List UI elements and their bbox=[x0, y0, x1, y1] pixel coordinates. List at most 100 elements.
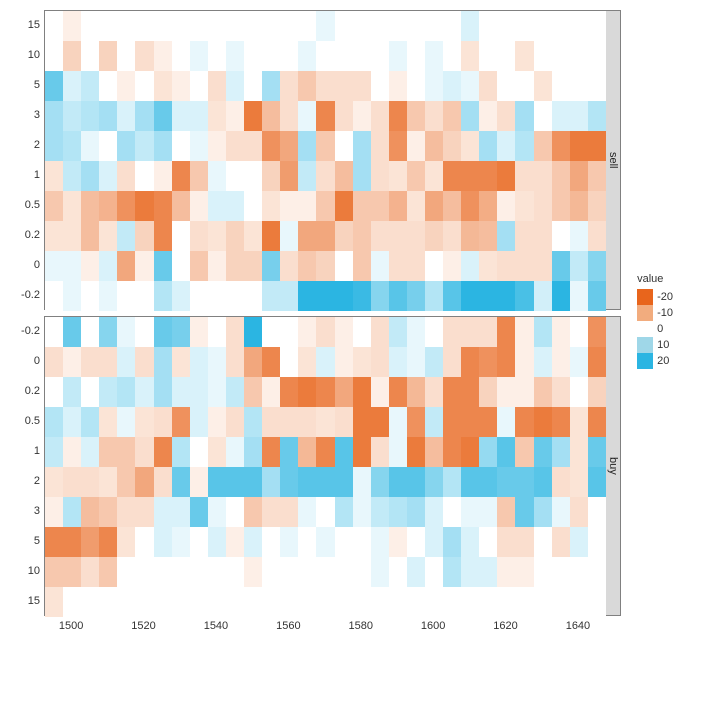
heatmap-cell bbox=[515, 347, 533, 377]
panel-row: 151053210.50.20-0.2sell bbox=[10, 10, 621, 310]
heatmap-cell bbox=[588, 437, 606, 467]
heatmap-cell bbox=[172, 281, 190, 311]
heatmap-cell bbox=[190, 191, 208, 221]
heatmap-cell bbox=[316, 221, 334, 251]
heatmap-cell bbox=[81, 407, 99, 437]
heatmap-cell bbox=[515, 557, 533, 587]
heatmap-cell bbox=[280, 407, 298, 437]
heatmap-cell bbox=[407, 281, 425, 311]
heatmap-cell bbox=[443, 101, 461, 131]
heatmap-cell bbox=[570, 437, 588, 467]
heatmap-cell bbox=[407, 191, 425, 221]
y-tick: 15 bbox=[10, 10, 40, 40]
heatmap-cell bbox=[497, 407, 515, 437]
heatmap-cell bbox=[45, 281, 63, 311]
heatmap-cell bbox=[552, 347, 570, 377]
heatmap-cell bbox=[298, 101, 316, 131]
x-tick: 1520 bbox=[131, 620, 155, 632]
heatmap-cell bbox=[335, 407, 353, 437]
heatmap-cell bbox=[63, 281, 81, 311]
heatmap-cell bbox=[515, 41, 533, 71]
heatmap-cell bbox=[45, 497, 63, 527]
heatmap-cell bbox=[389, 101, 407, 131]
heatmap-cell bbox=[172, 377, 190, 407]
heatmap-cell bbox=[45, 11, 63, 41]
legend-title: value bbox=[637, 273, 673, 285]
heatmap-cell bbox=[135, 467, 153, 497]
heatmap-cell bbox=[570, 467, 588, 497]
heatmap-cell bbox=[389, 437, 407, 467]
heatmap-cell bbox=[534, 161, 552, 191]
heatmap-cell bbox=[371, 557, 389, 587]
heatmap-cell bbox=[443, 41, 461, 71]
heatmap-cell bbox=[316, 587, 334, 617]
heatmap-cell bbox=[172, 191, 190, 221]
heatmap-cell bbox=[353, 71, 371, 101]
heatmap-cell bbox=[316, 497, 334, 527]
heatmap-cell bbox=[479, 161, 497, 191]
heatmap-cell bbox=[335, 131, 353, 161]
heatmap-cell bbox=[371, 251, 389, 281]
heatmap-cell bbox=[588, 497, 606, 527]
heatmap-cell bbox=[515, 317, 533, 347]
heatmap-cell bbox=[208, 557, 226, 587]
heatmap-cell bbox=[443, 11, 461, 41]
heatmap-cell bbox=[154, 251, 172, 281]
heatmap-plot bbox=[44, 10, 605, 310]
heatmap-cell bbox=[335, 347, 353, 377]
heatmap-cell bbox=[461, 467, 479, 497]
heatmap-cell bbox=[298, 317, 316, 347]
heatmap-cell bbox=[407, 11, 425, 41]
heatmap-cell bbox=[117, 317, 135, 347]
heatmap-cell bbox=[461, 191, 479, 221]
heatmap-cell bbox=[244, 281, 262, 311]
heatmap-cell bbox=[45, 41, 63, 71]
heatmap-cell bbox=[570, 41, 588, 71]
heatmap-cell bbox=[479, 191, 497, 221]
heatmap-cell bbox=[316, 437, 334, 467]
heatmap-cell bbox=[298, 41, 316, 71]
heatmap-cell bbox=[117, 467, 135, 497]
legend-swatch bbox=[637, 321, 653, 337]
heatmap-grid bbox=[45, 11, 604, 309]
heatmap-cell bbox=[208, 41, 226, 71]
heatmap-cell bbox=[461, 41, 479, 71]
heatmap-cell bbox=[208, 101, 226, 131]
heatmap-cell bbox=[570, 377, 588, 407]
heatmap-cell bbox=[298, 587, 316, 617]
heatmap-cell bbox=[63, 161, 81, 191]
heatmap-cell bbox=[190, 377, 208, 407]
heatmap-cell bbox=[389, 281, 407, 311]
heatmap-cell bbox=[298, 131, 316, 161]
legend-item: -10 bbox=[637, 305, 673, 321]
heatmap-cell bbox=[425, 497, 443, 527]
heatmap-cell bbox=[353, 161, 371, 191]
heatmap-cell bbox=[570, 347, 588, 377]
heatmap-cell bbox=[425, 191, 443, 221]
heatmap-cell bbox=[244, 191, 262, 221]
heatmap-cell bbox=[443, 467, 461, 497]
heatmap-cell bbox=[190, 467, 208, 497]
heatmap-cell bbox=[588, 557, 606, 587]
heatmap-cell bbox=[443, 407, 461, 437]
heatmap-cell bbox=[515, 497, 533, 527]
heatmap-cell bbox=[226, 377, 244, 407]
heatmap-cell bbox=[45, 317, 63, 347]
heatmap-cell bbox=[371, 587, 389, 617]
heatmap-cell bbox=[208, 131, 226, 161]
heatmap-cell bbox=[353, 317, 371, 347]
heatmap-cell bbox=[117, 281, 135, 311]
heatmap-cell bbox=[443, 161, 461, 191]
heatmap-cell bbox=[515, 281, 533, 311]
heatmap-cell bbox=[45, 131, 63, 161]
heatmap-cell bbox=[407, 587, 425, 617]
heatmap-cell bbox=[497, 527, 515, 557]
heatmap-cell bbox=[226, 41, 244, 71]
legend-label: -10 bbox=[653, 307, 673, 319]
heatmap-cell bbox=[316, 11, 334, 41]
heatmap-cell bbox=[81, 377, 99, 407]
heatmap-cell bbox=[298, 161, 316, 191]
heatmap-cell bbox=[371, 281, 389, 311]
heatmap-cell bbox=[425, 347, 443, 377]
heatmap-cell bbox=[534, 347, 552, 377]
